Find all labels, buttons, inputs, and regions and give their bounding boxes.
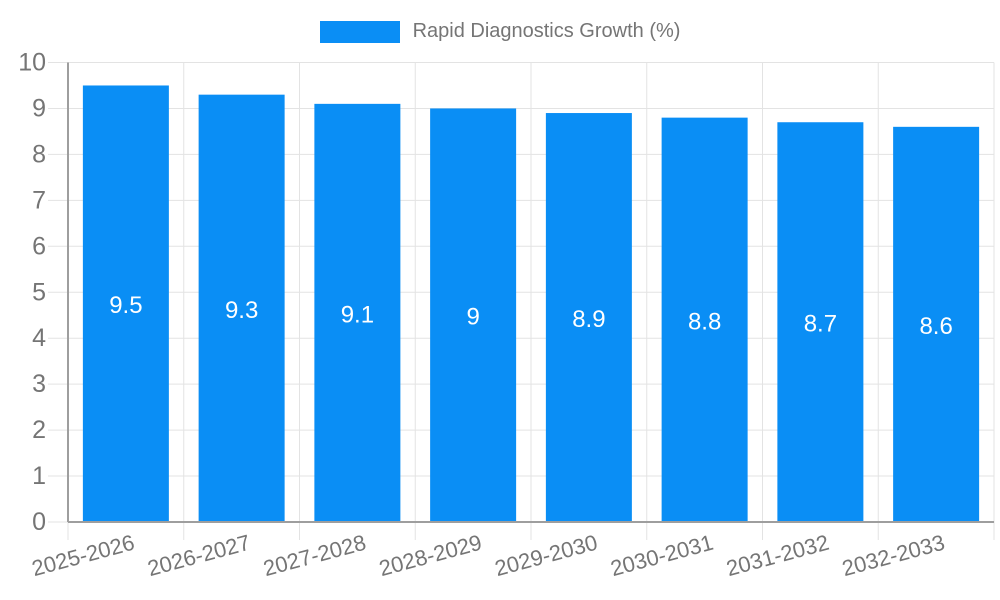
y-tick-label: 1 [32,462,46,490]
legend-swatch [319,20,400,43]
x-tick-label: 2029-2030 [492,530,600,581]
bar[interactable] [893,126,980,522]
x-tick-label: 2028-2029 [376,530,484,581]
y-tick-label: 10 [18,49,46,77]
y-tick-label: 2 [32,416,46,444]
y-tick-label: 4 [32,324,46,352]
bar-value-label: 8.7 [804,311,837,338]
y-tick-label: 6 [32,232,46,260]
bar[interactable] [314,103,401,522]
y-tick-label: 9 [32,94,46,122]
y-tick-label: 0 [32,508,46,536]
y-tick-label: 8 [32,140,46,168]
x-tick-label: 2032-2033 [839,530,947,581]
bar[interactable] [777,122,864,523]
x-tick-label: 2025-2026 [29,530,137,581]
x-tick-label: 2030-2031 [608,530,716,581]
y-tick-label: 5 [32,278,46,306]
y-tick-label: 7 [32,186,46,214]
bar-value-label: 9.1 [341,301,374,328]
bar[interactable] [430,108,517,522]
bar[interactable] [198,94,285,522]
legend-label: Rapid Diagnostics Growth (%) [412,20,681,42]
bar-value-label: 8.9 [572,306,605,333]
bar[interactable] [661,117,748,522]
bar[interactable] [545,113,632,523]
x-tick-label: 2031-2032 [724,530,832,581]
x-tick-label: 2027-2028 [261,530,369,581]
y-tick-label: 3 [32,370,46,398]
x-tick-label: 2026-2027 [145,530,253,581]
bar-value-label: 8.8 [688,308,721,335]
bar-value-label: 9.5 [109,292,142,319]
legend[interactable]: Rapid Diagnostics Growth (%) [0,20,1000,43]
bar-value-label: 9 [466,304,479,331]
bar[interactable] [82,85,169,522]
bar-value-label: 9.3 [225,297,258,324]
bar-value-label: 8.6 [919,313,952,340]
